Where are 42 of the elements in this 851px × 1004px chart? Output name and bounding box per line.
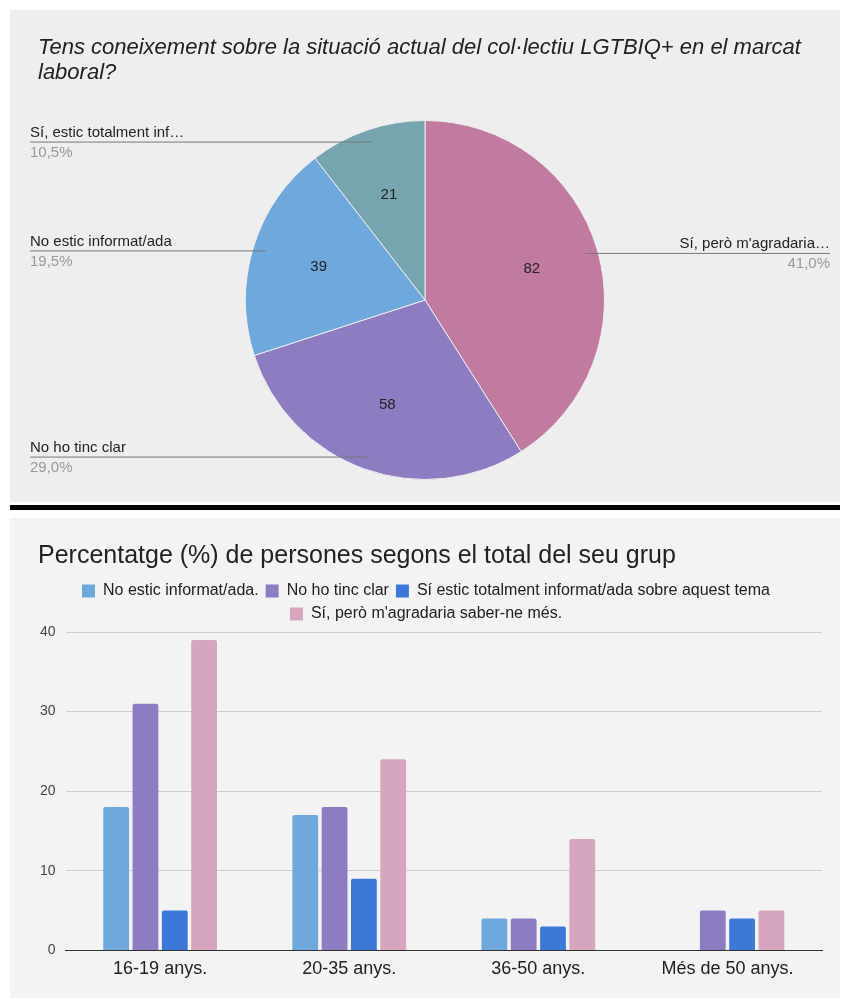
y-tick-label: 30	[39, 702, 56, 719]
x-tick-label: 36-50 anys.	[491, 958, 586, 979]
text: 82	[523, 259, 541, 277]
slice-label: No estic informat/ada	[30, 231, 173, 249]
slice-label: No ho tinc clar	[30, 437, 126, 455]
x-tick-label: Més de 50 anys.	[661, 958, 794, 979]
legend-label: Sí, però m'agradaria saber-ne més.	[310, 604, 563, 622]
bar	[321, 807, 348, 950]
y-tick-label: 20	[39, 782, 56, 799]
data-label: 10,5%	[30, 142, 73, 160]
legend-label: Sí estic totalment informat/ada sobre aquest tema	[416, 581, 771, 599]
bar	[758, 910, 785, 950]
bar	[350, 878, 377, 950]
legend-label: No estic informat/ada.	[103, 581, 259, 599]
y-tick-label: 0	[47, 941, 56, 958]
bar	[191, 639, 217, 950]
data-label: 29,0%	[30, 457, 73, 475]
legend-label: No ho tinc clar	[286, 581, 390, 599]
bar	[481, 918, 508, 950]
chart-title: Tens coneixement sobre la situació actual del col·lectiu LGTBIQ+ en el marcat laboral?	[37, 33, 803, 85]
chart-title: Percentatge (%) de persones segons el total del seu grup	[37, 539, 677, 569]
x-tick-label: 16-19 anys.	[113, 958, 208, 979]
bar	[569, 838, 596, 950]
bar	[729, 918, 755, 950]
x-tick-label: 20-35 anys.	[302, 958, 397, 979]
bar	[103, 807, 130, 950]
bar	[132, 703, 159, 950]
data-label: 19,5%	[30, 251, 73, 269]
text: 39	[310, 257, 327, 275]
bar	[292, 815, 319, 950]
y-tick-label: 10	[39, 861, 56, 878]
data-label: 41,0%	[787, 254, 830, 272]
slice-label: Sí, però m'agradaria…	[679, 234, 830, 252]
bar	[161, 910, 188, 950]
slice-label: Sí, estic totalment inf…	[30, 122, 185, 140]
text: 21	[380, 184, 398, 202]
bar	[380, 759, 407, 950]
bar	[699, 910, 726, 950]
bar	[510, 918, 537, 950]
bar	[540, 926, 566, 950]
y-tick-label: 40	[39, 622, 56, 639]
text: 58	[378, 394, 396, 412]
